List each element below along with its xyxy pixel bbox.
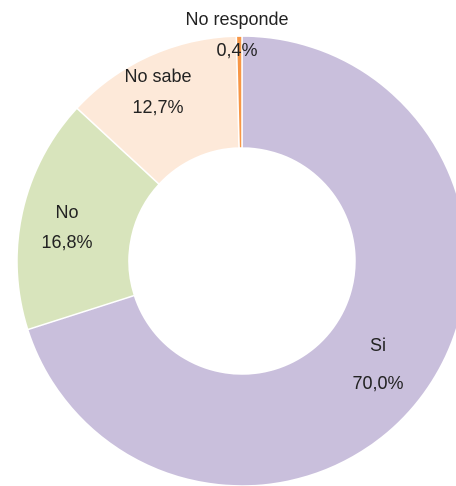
slice-label: No — [55, 202, 78, 222]
slice-value-label: 0,4% — [216, 40, 257, 60]
slice-label: No responde — [185, 9, 288, 29]
slice-value-label: 16,8% — [41, 232, 92, 252]
slice-value-label: 70,0% — [352, 373, 403, 393]
donut-slice — [16, 107, 161, 331]
slice-label: Si — [370, 335, 386, 355]
donut-slice — [235, 35, 243, 149]
slice-label: No sabe — [124, 66, 191, 86]
slice-value-label: 12,7% — [132, 97, 183, 117]
